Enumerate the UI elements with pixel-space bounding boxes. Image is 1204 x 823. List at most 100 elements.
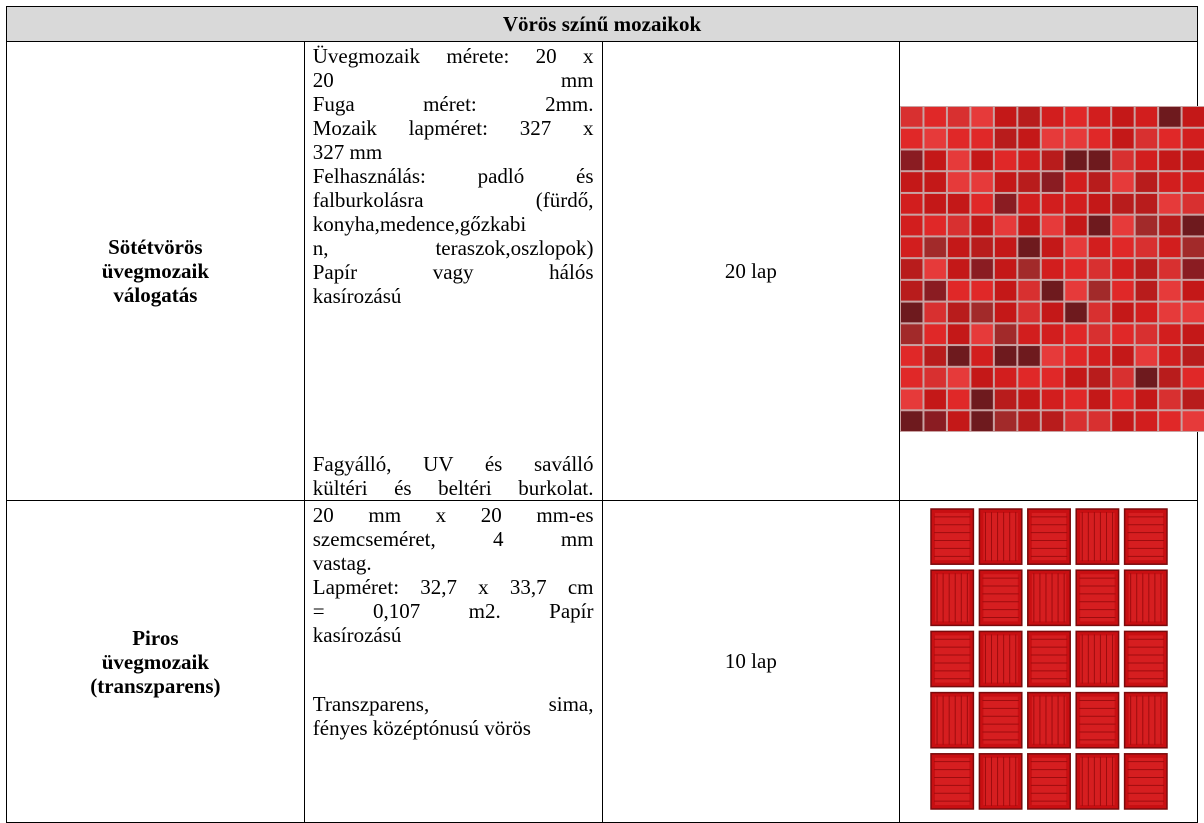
tile — [1042, 324, 1063, 344]
tile — [901, 280, 922, 300]
tile — [948, 411, 969, 431]
tile — [972, 324, 993, 344]
tile — [972, 193, 993, 213]
name-line: üvegmozaik — [7, 650, 304, 674]
tile — [1183, 172, 1204, 192]
tile — [1159, 259, 1180, 279]
tile — [1136, 150, 1157, 170]
tile — [1066, 150, 1087, 170]
tile — [1042, 367, 1063, 387]
text-line: Fagyálló, UV és saválló — [313, 452, 594, 476]
tile — [1112, 237, 1133, 257]
tile — [1066, 367, 1087, 387]
name-line: Sötétvörös — [7, 235, 304, 259]
tile — [995, 280, 1016, 300]
text-line: Papír vagy hálós — [313, 260, 594, 284]
paragraph: Lapméret: 32,7 x 33,7 cm= 0,107 m2. Papí… — [313, 575, 594, 647]
text-line: 20 mm x 20 mm-es — [313, 503, 594, 527]
tile — [1042, 389, 1063, 409]
tile — [1128, 635, 1162, 682]
image-cell — [900, 42, 1198, 501]
tile — [995, 389, 1016, 409]
text-line: falburkolásra (fürdő, — [313, 188, 594, 212]
tile — [948, 280, 969, 300]
tile — [1112, 302, 1133, 322]
tile — [1112, 150, 1133, 170]
tile — [901, 193, 922, 213]
tile — [925, 259, 946, 279]
tile — [1159, 215, 1180, 235]
tile — [995, 411, 1016, 431]
tile — [1159, 411, 1180, 431]
tile — [1159, 172, 1180, 192]
tile — [1080, 574, 1114, 621]
tile — [983, 758, 1017, 805]
tile — [901, 150, 922, 170]
tile — [1019, 280, 1040, 300]
tile — [972, 346, 993, 366]
tile — [972, 389, 993, 409]
tile — [995, 128, 1016, 148]
tile — [995, 346, 1016, 366]
tile — [972, 150, 993, 170]
tile — [948, 193, 969, 213]
name-line: (transzparens) — [7, 674, 304, 698]
tile — [1019, 259, 1040, 279]
tile — [1080, 758, 1114, 805]
tile — [983, 635, 1017, 682]
tile — [925, 150, 946, 170]
mosaic-image — [900, 106, 1204, 432]
tile — [1136, 259, 1157, 279]
tile — [901, 324, 922, 344]
tile — [1019, 324, 1040, 344]
tile — [925, 302, 946, 322]
tile — [1019, 172, 1040, 192]
quantity: 10 lap — [602, 501, 900, 823]
tile — [1066, 346, 1087, 366]
tile — [901, 346, 922, 366]
tile — [972, 259, 993, 279]
tile — [1183, 107, 1204, 127]
tile — [1042, 259, 1063, 279]
tile — [1089, 193, 1110, 213]
tile — [1136, 215, 1157, 235]
tile — [1089, 280, 1110, 300]
tile — [935, 697, 969, 744]
tile — [995, 237, 1016, 257]
tile — [1066, 302, 1087, 322]
tile — [1159, 389, 1180, 409]
tile — [1042, 215, 1063, 235]
tile — [948, 324, 969, 344]
tile — [948, 172, 969, 192]
tile — [1066, 280, 1087, 300]
tile — [983, 513, 1017, 560]
tile — [1136, 324, 1157, 344]
tile — [1183, 193, 1204, 213]
tile — [1136, 128, 1157, 148]
tile — [972, 302, 993, 322]
tile — [972, 172, 993, 192]
tile — [1066, 172, 1087, 192]
tile — [995, 107, 1016, 127]
tile — [1183, 346, 1204, 366]
tile — [925, 237, 946, 257]
table-title: Vörös színű mozaikok — [7, 7, 1198, 42]
tile — [935, 574, 969, 621]
tile — [1136, 302, 1157, 322]
tile — [1128, 574, 1162, 621]
tile — [925, 172, 946, 192]
tile — [1136, 237, 1157, 257]
tile — [925, 389, 946, 409]
tile — [1089, 346, 1110, 366]
tile — [925, 324, 946, 344]
tile — [925, 215, 946, 235]
tile — [972, 215, 993, 235]
tile — [1066, 128, 1087, 148]
